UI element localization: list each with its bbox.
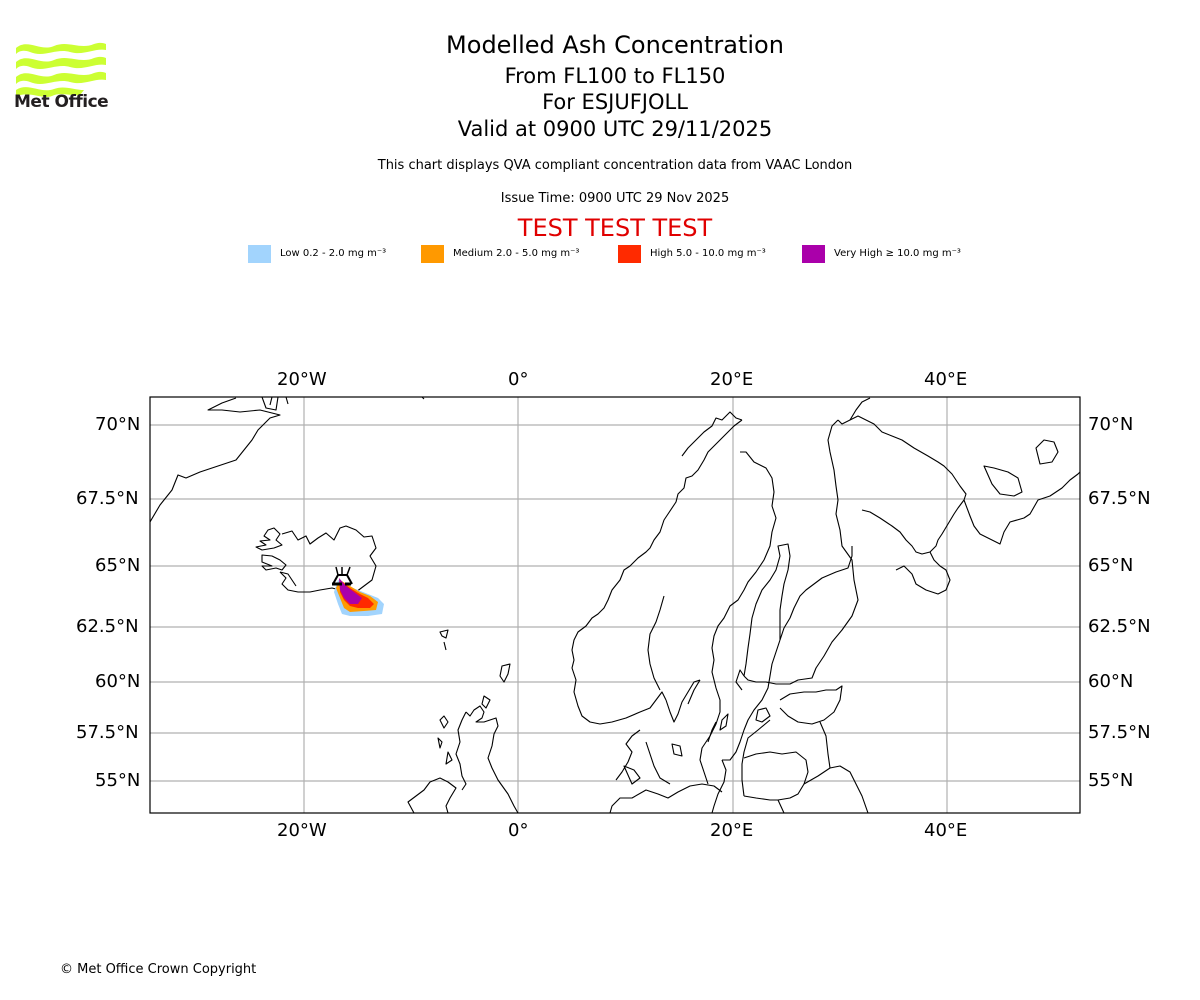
legend-label: Low 0.2 - 2.0 mg m⁻³ (280, 248, 387, 259)
legend-label: Medium 2.0 - 5.0 mg m⁻³ (453, 248, 580, 259)
map-frame (149, 396, 1081, 814)
met-office-logo-text: Met Office (14, 92, 109, 112)
lat-label-right-62-5n: 62.5°N (1088, 616, 1151, 637)
lon-label-top-20e: 20°E (710, 369, 754, 390)
chart-description: This chart displays QVA compliant concen… (377, 158, 853, 173)
lat-label-left-57-5n: 57.5°N (76, 722, 139, 743)
lon-label-top-20w: 20°W (277, 369, 327, 390)
lat-label-right-70n: 70°N (1088, 414, 1134, 435)
lat-label-left-60n: 60°N (95, 671, 141, 692)
lat-label-left-65n: 65°N (95, 555, 141, 576)
legend-item-high: High 5.0 - 10.0 mg m⁻³ (618, 244, 766, 263)
chart-title: Modelled Ash Concentration (446, 31, 784, 59)
ash-plume (334, 578, 384, 616)
lat-label-left-67-5n: 67.5°N (76, 488, 139, 509)
map-gridlines (150, 397, 1080, 813)
lat-label-right-67-5n: 67.5°N (1088, 488, 1151, 509)
lon-label-bottom-40e: 40°E (924, 820, 968, 841)
valid-time: Valid at 0900 UTC 29/11/2025 (457, 117, 773, 141)
lon-label-bottom-0: 0° (508, 820, 529, 841)
lat-label-right-55n: 55°N (1088, 770, 1134, 791)
legend-swatch-medium (421, 244, 444, 263)
lat-label-left-55n: 55°N (95, 770, 141, 791)
legend-swatch-very-high (802, 244, 825, 263)
test-banner: TEST TEST TEST (517, 214, 713, 242)
legend-swatch-low (248, 244, 271, 263)
coastlines (150, 397, 1080, 813)
legend-item-low: Low 0.2 - 2.0 mg m⁻³ (248, 244, 386, 263)
volcano-name: For ESJUFJOLL (542, 90, 688, 114)
lat-label-right-65n: 65°N (1088, 555, 1134, 576)
lon-label-top-40e: 40°E (924, 369, 968, 390)
legend-item-very-high: Very High ≥ 10.0 mg m⁻³ (802, 244, 961, 263)
lat-label-left-70n: 70°N (95, 414, 141, 435)
volcano-icon (332, 566, 353, 586)
lat-label-right-57-5n: 57.5°N (1088, 722, 1151, 743)
legend-label: High 5.0 - 10.0 mg m⁻³ (650, 248, 766, 259)
lon-label-bottom-20w: 20°W (277, 820, 327, 841)
lat-label-right-60n: 60°N (1088, 671, 1134, 692)
flight-level-range: From FL100 to FL150 (504, 64, 726, 88)
lon-label-bottom-20e: 20°E (710, 820, 754, 841)
copyright-notice: © Met Office Crown Copyright (60, 962, 257, 977)
lon-label-top-0: 0° (508, 369, 529, 390)
met-office-logo (16, 42, 106, 97)
legend-swatch-high (618, 244, 641, 263)
ash-very-high-region (339, 578, 362, 604)
legend-label: Very High ≥ 10.0 mg m⁻³ (834, 248, 961, 259)
issue-time: Issue Time: 0900 UTC 29 Nov 2025 (500, 191, 730, 206)
legend-item-medium: Medium 2.0 - 5.0 mg m⁻³ (421, 244, 579, 263)
lat-label-left-62-5n: 62.5°N (76, 616, 139, 637)
